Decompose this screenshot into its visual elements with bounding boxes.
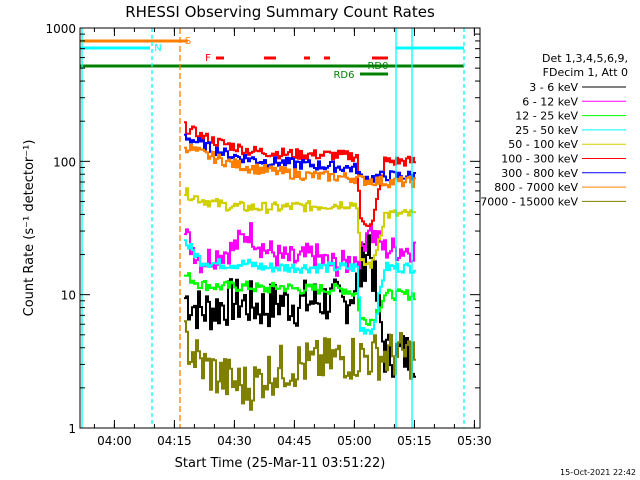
state-bars-layer: [80, 39, 464, 76]
x-tick-label-3: 04:45: [277, 434, 312, 448]
series-line-5: [184, 121, 416, 227]
chart-title: RHESSI Observing Summary Count Rates: [125, 3, 435, 21]
legend-header-line-1: Det 1,3,4,5,6,9,: [542, 52, 628, 65]
y-tick-label-0: 1: [68, 422, 76, 436]
legend-label-0: 3 - 6 keV: [529, 81, 578, 94]
legend-label-7: 800 - 7000 keV: [494, 181, 578, 194]
annotation-n: N: [154, 43, 161, 54]
y-axis: 1 10 100 1000: [45, 22, 480, 436]
y-axis-label: Count Rate (s⁻¹ detector⁻¹): [22, 140, 37, 317]
x-tick-label-1: 04:15: [157, 434, 192, 448]
x-tick-label-5: 05:15: [397, 434, 432, 448]
series-line-7: [184, 143, 416, 189]
x-axis: 04:00 04:15 04:30 04:45 05:00 05:15 05:30: [93, 28, 492, 448]
annotation-rd0: RD0: [367, 61, 388, 72]
annotation-s: S: [185, 36, 191, 47]
legend-header-line-2: FDecim 1, Att 0: [543, 66, 628, 79]
x-tick-label-4: 05:00: [337, 434, 372, 448]
y-tick-label-2: 100: [53, 155, 76, 169]
annotation-rd6: RD6: [333, 70, 354, 81]
series-layer: [184, 121, 416, 411]
series-line-8: [184, 320, 416, 411]
legend-label-8: 7000 - 15000 keV: [480, 195, 578, 208]
series-line-3: [184, 239, 416, 335]
legend-label-1: 6 - 12 keV: [522, 95, 578, 108]
annotation-f: F: [205, 53, 211, 64]
series-line-4: [184, 187, 416, 269]
legend-label-2: 12 - 25 keV: [515, 110, 578, 123]
legend-label-3: 25 - 50 keV: [515, 124, 578, 137]
plot-frame: [79, 27, 481, 429]
x-tick-label-0: 04:00: [97, 434, 132, 448]
y-tick-label-1: 10: [61, 289, 76, 303]
timestamp: 15-Oct-2021 22:42: [560, 468, 636, 477]
x-tick-label-2: 04:30: [217, 434, 252, 448]
x-tick-label-6: 05:30: [457, 434, 492, 448]
legend-label-4: 50 - 100 keV: [508, 138, 578, 151]
vertical-markers-layer: [81, 28, 465, 428]
annotations: S N F RD0 RD6: [154, 36, 388, 81]
legend-label-5: 100 - 300 keV: [501, 153, 578, 166]
y-tick-label-3: 1000: [45, 22, 76, 36]
legend-label-6: 300 - 800 keV: [501, 167, 578, 180]
x-axis-label: Start Time (25-Mar-11 03:51:22): [175, 456, 386, 471]
